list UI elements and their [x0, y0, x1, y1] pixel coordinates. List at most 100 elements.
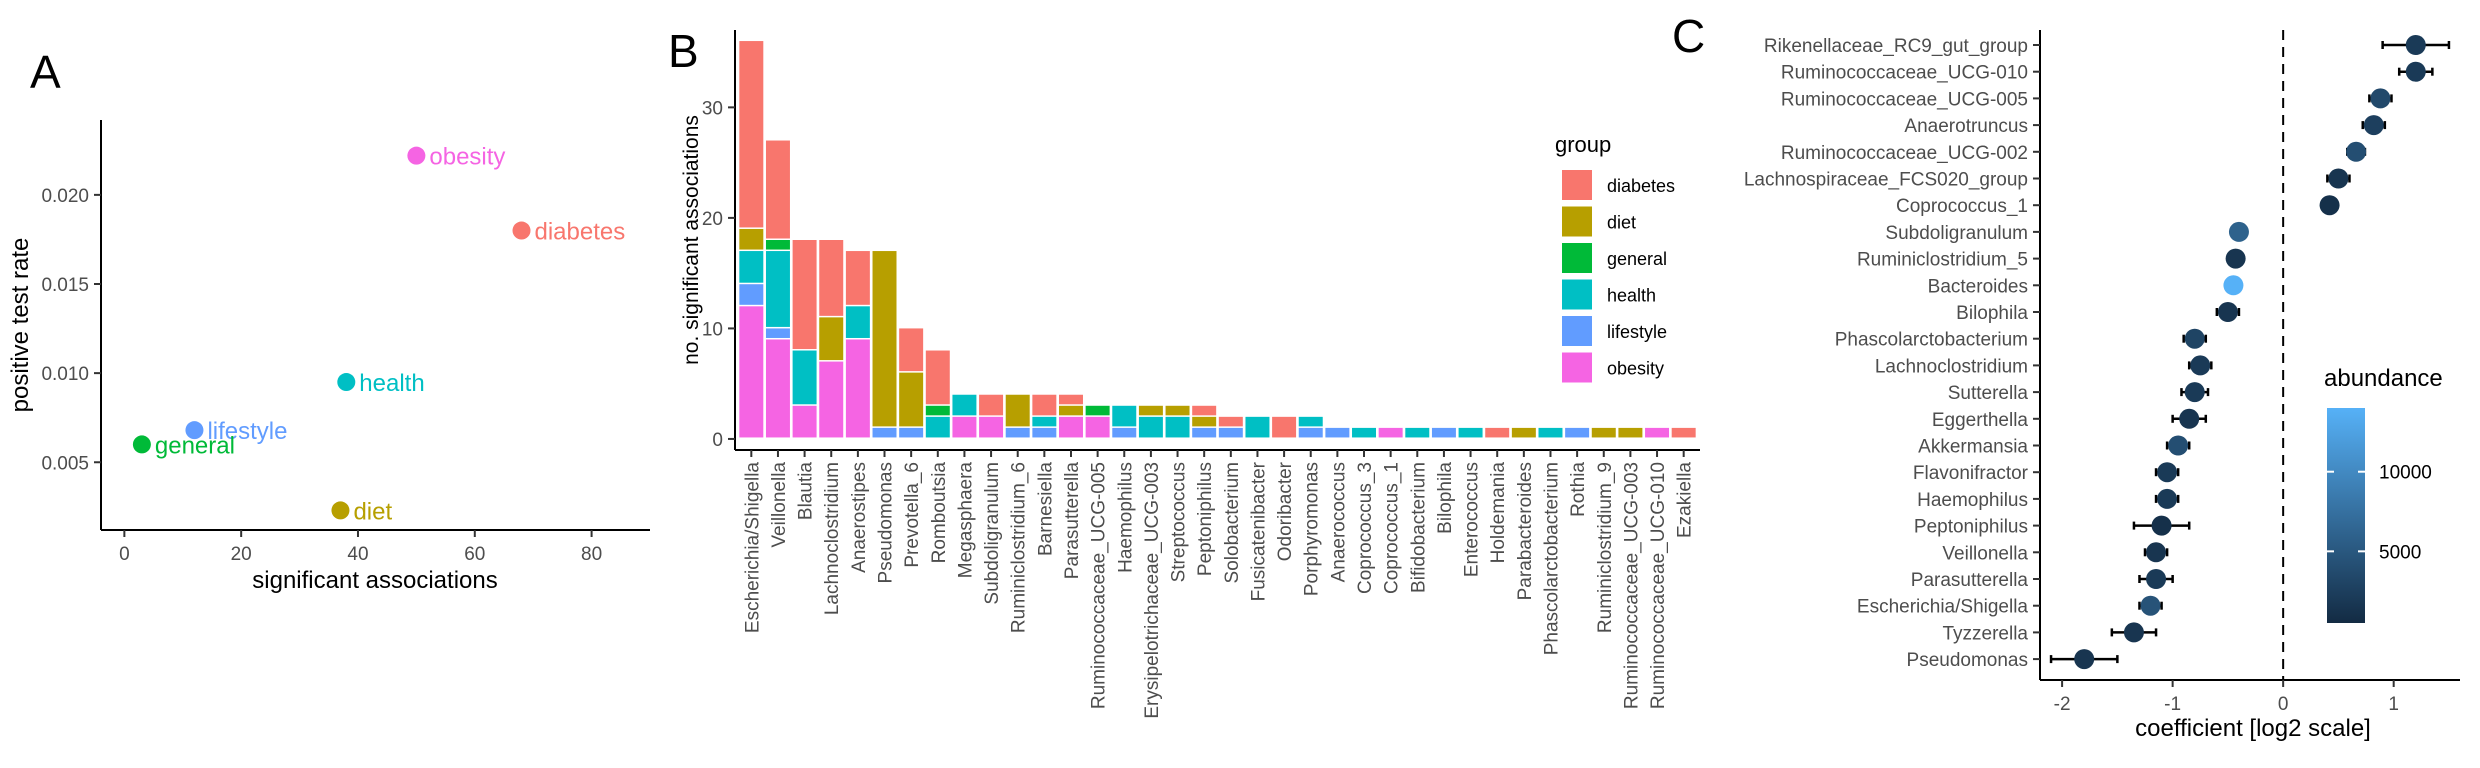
panel-c-point: [2146, 542, 2167, 563]
panel-b-x-tick-label: Parabacteroides: [1515, 462, 1536, 600]
panel-b-x-tick-label: Peptoniphilus: [1195, 462, 1216, 576]
panel-c-point: [2146, 569, 2167, 589]
panel-a-y-tick-label: 0.005: [41, 453, 89, 474]
panel-b-bar-segment-diet: [1618, 427, 1643, 438]
panel-b-y-title: no. significant associations: [680, 115, 703, 365]
panel-b-bar-segment-health: [1538, 427, 1563, 438]
panel-c-point: [2405, 61, 2426, 82]
panel-a-point-lifestyle: [185, 421, 204, 440]
panel-b-bar-segment-diabetes: [899, 328, 924, 372]
panel-b-bar-segment-health: [1352, 427, 1377, 438]
panel-c-point: [2190, 355, 2211, 376]
panel-b-bar-segment-diabetes: [845, 251, 870, 305]
panel-b-x-tick-label: Phascolarctobacterium: [1541, 462, 1562, 655]
panel-b-bar-segment-diabetes: [765, 140, 790, 239]
panel-c-y-tick-label: Veillonella: [1942, 543, 2028, 564]
panel-b-bar-segment-diabetes: [1272, 416, 1297, 438]
panel-b-bar-segment-health: [1245, 416, 1270, 438]
panel-b-y-tick-label: 30: [702, 98, 723, 119]
panel-a-point-label-general: general: [155, 432, 235, 459]
panel-b-bar-segment-general: [765, 240, 790, 250]
panel-b-x-tick-label: Ruminiclostridium_6: [1009, 462, 1030, 633]
panel-label-b: B: [668, 25, 699, 77]
panel-c-point: [2319, 195, 2340, 216]
panel-b-bar-segment-lifestyle: [1298, 427, 1323, 438]
panel-b-bar-segment-obesity: [979, 416, 1004, 438]
panel-b-legend-label-diabetes: diabetes: [1607, 176, 1675, 196]
panel-a-point-label-health: health: [359, 370, 424, 397]
panel-c-y-tick-label: Peptoniphilus: [1914, 517, 2028, 538]
panel-b-legend-swatch-general: [1562, 243, 1592, 273]
panel-c-point: [2140, 595, 2161, 616]
panel-c-x-tick-label: 1: [2388, 694, 2399, 715]
panel-c-y-tick-label: Bilophila: [1956, 303, 2028, 324]
panel-c-forest: coefficient [log2 scale] abundance -2 -1 0…: [1744, 30, 2460, 742]
panel-b-bar-segment-lifestyle: [1192, 427, 1217, 438]
panel-b-bar-segment-health: [1032, 416, 1057, 427]
panel-c-y-tick-label: Flavonifractor: [1913, 463, 2029, 484]
panel-b-x-tick-label: Haemophilus: [1115, 462, 1136, 573]
panel-b-bar-segment-obesity: [765, 339, 790, 438]
panel-b-bar-segment-obesity: [1378, 427, 1403, 438]
panel-c-point: [2157, 488, 2178, 509]
panel-c-point: [2179, 408, 2200, 429]
panel-c-y-tick-label: Sutterella: [1948, 383, 2029, 404]
panel-b-bar-segment-lifestyle: [1005, 427, 1030, 438]
panel-b-bar-segment-diabetes: [1485, 427, 1510, 438]
panel-c-y-tick-label: Tyzzerella: [1942, 623, 2028, 644]
panel-c-point: [2123, 622, 2144, 643]
panel-c-point: [2405, 35, 2426, 55]
panel-b-bar-segment-diabetes: [819, 240, 844, 316]
panel-b-x-tick-label: Streptococcus: [1169, 462, 1190, 582]
panel-b-bar-segment-lifestyle: [872, 427, 897, 438]
panel-b-y-tick-label: 0: [712, 430, 723, 451]
panel-b-bar-segment-diet: [899, 372, 924, 427]
panel-b-bar-segment-lifestyle: [765, 328, 790, 338]
panel-c-y-tick-label: Ruminococcaceae_UCG-005: [1781, 89, 2028, 110]
panel-b-bar-segment-diet: [1591, 427, 1616, 438]
panel-c-x-title: coefficient [log2 scale]: [2135, 715, 2371, 742]
panel-b-x-tick-label: Bifidobacterium: [1408, 462, 1429, 593]
panel-c-point: [2157, 462, 2178, 483]
panel-a-y-tick-label: 0.010: [41, 364, 89, 385]
panel-c-y-tick-label: Bacteroides: [1928, 276, 2028, 297]
panel-c-y-tick-label: Escherichia/Shigella: [1857, 597, 2029, 618]
panel-c-point: [2217, 302, 2238, 322]
panel-b-bar-segment-obesity: [792, 405, 817, 438]
panel-c-point: [2184, 382, 2205, 403]
panel-a-y-title: positive test rate: [7, 238, 34, 413]
panel-b-x-tick-label: Veillonella: [769, 462, 790, 548]
panel-c-point: [2228, 221, 2249, 242]
panel-b-x-tick-label: Coprococcus_1: [1382, 462, 1403, 594]
panel-c-legend-title: abundance: [2324, 365, 2443, 392]
panel-a-point-diet: [331, 501, 350, 520]
panel-b-bar-segment-diabetes: [739, 41, 764, 228]
panel-b-x-tick-label: Anaerostipes: [849, 462, 870, 573]
panel-a-x-tick-label: 20: [231, 544, 252, 565]
panel-c-y-tick-label: Subdoligranulum: [1885, 223, 2028, 244]
panel-b-y-tick-label: 20: [702, 209, 723, 230]
panel-c-y-tick-label: Coprococcus_1: [1896, 196, 2028, 217]
panel-b-x-tick-label: Solobacterium: [1222, 462, 1243, 583]
panel-b-x-tick-label: Barnesiella: [1035, 462, 1056, 556]
panel-b-x-tick-label: Odoribacter: [1275, 461, 1296, 561]
panel-a-y-tick-label: 0.015: [41, 275, 89, 296]
panel-b-x-tick-label: Coprococcus_3: [1355, 462, 1376, 594]
panel-c-point: [2346, 141, 2367, 162]
panel-c-x-tick-label: -2: [2054, 694, 2071, 715]
panel-b-legend-swatch-diet: [1562, 206, 1592, 237]
panel-a-point-label-diabetes: diabetes: [535, 219, 626, 246]
panel-b-bar-segment-diabetes: [1218, 416, 1243, 427]
panel-c-y-tick-label: Akkermansia: [1918, 437, 2028, 458]
panel-b-x-tick-label: Holdemania: [1488, 462, 1509, 564]
panel-c-y-tick-label: Anaerotruncus: [1904, 116, 2028, 137]
panel-b-bar-segment-obesity: [1645, 427, 1670, 438]
panel-b-legend-label-general: general: [1607, 249, 1667, 269]
panel-b-bar-segment-diabetes: [1032, 394, 1057, 416]
panel-c-point: [2328, 168, 2349, 189]
panel-a-x-tick-label: 40: [347, 544, 368, 565]
panel-b-x-tick-label: Escherichia/Shigella: [742, 462, 763, 634]
panel-b-x-tick-label: Ruminococcaceae_UCG-005: [1089, 462, 1110, 709]
panel-b-bar-segment-health: [1458, 427, 1483, 438]
panel-b-legend-swatch-obesity: [1562, 352, 1592, 383]
